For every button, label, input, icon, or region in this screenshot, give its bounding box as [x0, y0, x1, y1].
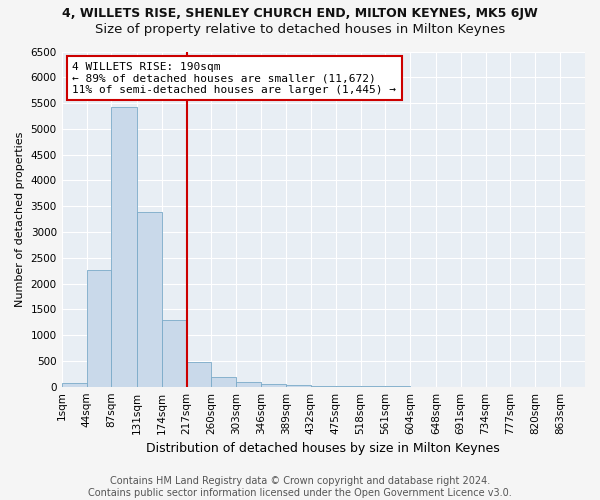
- Y-axis label: Number of detached properties: Number of detached properties: [15, 132, 25, 307]
- Bar: [112, 106, 137, 386]
- Text: 4 WILLETS RISE: 190sqm
← 89% of detached houses are smaller (11,672)
11% of semi: 4 WILLETS RISE: 190sqm ← 89% of detached…: [72, 62, 396, 95]
- Text: Size of property relative to detached houses in Milton Keynes: Size of property relative to detached ho…: [95, 22, 505, 36]
- Bar: [62, 383, 86, 386]
- Bar: [162, 320, 187, 386]
- Bar: [187, 362, 211, 386]
- Bar: [137, 212, 162, 386]
- Text: Contains HM Land Registry data © Crown copyright and database right 2024.
Contai: Contains HM Land Registry data © Crown c…: [88, 476, 512, 498]
- Bar: [211, 376, 236, 386]
- Text: 4, WILLETS RISE, SHENLEY CHURCH END, MILTON KEYNES, MK5 6JW: 4, WILLETS RISE, SHENLEY CHURCH END, MIL…: [62, 8, 538, 20]
- Bar: [86, 270, 112, 386]
- Bar: [261, 384, 286, 386]
- X-axis label: Distribution of detached houses by size in Milton Keynes: Distribution of detached houses by size …: [146, 442, 500, 455]
- Bar: [236, 382, 261, 386]
- Bar: [286, 384, 311, 386]
